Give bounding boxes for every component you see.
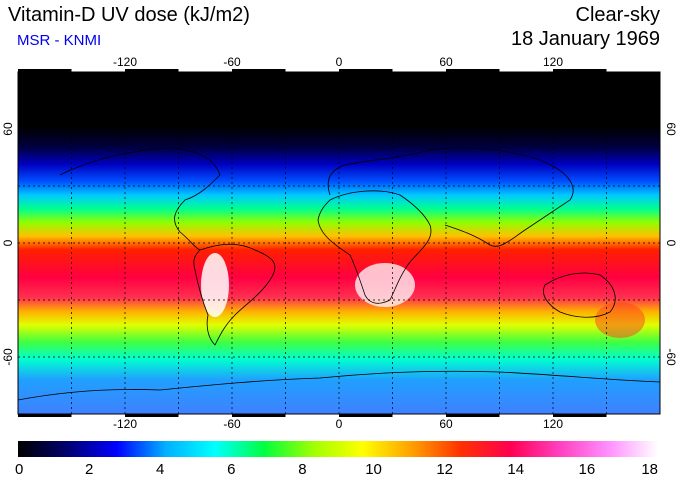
lon-label-top: 0 xyxy=(336,55,343,69)
frame-tick-bottom xyxy=(553,414,607,417)
colorbar-tick-label: 18 xyxy=(641,461,658,478)
map-title: Vitamin-D UV dose (kJ/m2) xyxy=(8,4,250,26)
coastlines xyxy=(18,147,660,401)
lat-label-right: 0 xyxy=(664,240,678,247)
lat-label-right: -60 xyxy=(664,348,678,366)
graticule xyxy=(18,72,660,414)
frame-tick-top xyxy=(553,69,607,72)
frame-tick-top xyxy=(446,69,500,72)
lon-label-bottom: 120 xyxy=(543,417,563,431)
frame-tick-bottom xyxy=(446,414,500,417)
lon-label-top: 60 xyxy=(439,55,453,69)
lat-label-right: 60 xyxy=(664,122,678,136)
colorbar-tick-label: 4 xyxy=(156,461,164,478)
frame-tick-top xyxy=(339,69,393,72)
lon-label-bottom: 60 xyxy=(439,417,453,431)
lat-axis-left: 60 0 -60 xyxy=(1,122,15,366)
colorbar-labels: 0 2 4 6 8 10 12 14 16 18 xyxy=(15,461,658,478)
lat-axis-right: 60 0 -60 xyxy=(664,122,678,366)
lon-label-bottom: -60 xyxy=(223,417,241,431)
colorbar-tick-label: 2 xyxy=(85,461,93,478)
frame-tick-bottom xyxy=(125,414,179,417)
colorbar xyxy=(18,441,658,457)
lon-axis-top: -120 -60 0 60 120 xyxy=(113,55,563,69)
colorbar-tick-label: 8 xyxy=(298,461,306,478)
frame-tick-bottom xyxy=(339,414,393,417)
lat-label-left: 0 xyxy=(1,239,15,246)
lon-label-bottom: -120 xyxy=(113,417,137,431)
lon-label-top: -60 xyxy=(223,55,241,69)
source-label: MSR - KNMI xyxy=(17,32,102,49)
colorbar-tick-label: 14 xyxy=(507,461,524,478)
colorbar-tick-label: 10 xyxy=(365,461,382,478)
frame-ticks xyxy=(18,69,607,417)
frame-tick-top xyxy=(18,69,72,72)
frame-tick-top xyxy=(125,69,179,72)
colorbar-tick-label: 0 xyxy=(15,461,23,478)
lon-axis-bottom: -120 -60 0 60 120 xyxy=(113,417,563,431)
lat-label-left: 60 xyxy=(1,122,15,136)
colorbar-tick-label: 12 xyxy=(436,461,453,478)
date-label: 18 January 1969 xyxy=(510,28,660,50)
frame-tick-bottom xyxy=(18,414,72,417)
condition-label: Clear-sky xyxy=(575,4,660,26)
lat-label-left: -60 xyxy=(1,348,15,366)
colorbar-tick-label: 6 xyxy=(227,461,235,478)
lon-label-top: 120 xyxy=(543,55,563,69)
lon-label-top: -120 xyxy=(113,55,137,69)
frame-tick-bottom xyxy=(232,414,286,417)
frame-tick-top xyxy=(232,69,286,72)
colorbar-tick-label: 16 xyxy=(579,461,596,478)
lon-label-bottom: 0 xyxy=(336,417,343,431)
